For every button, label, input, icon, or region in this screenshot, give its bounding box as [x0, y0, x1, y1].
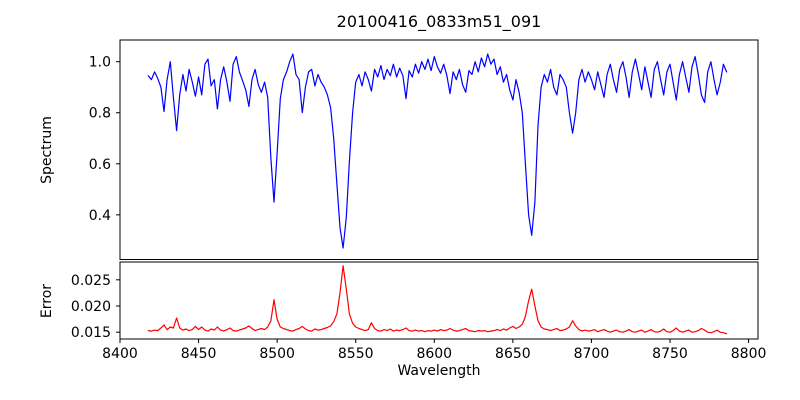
- y-tick-label-error: 0.015: [71, 325, 111, 341]
- x-tick-label: 8500: [259, 346, 295, 362]
- x-tick-label: 8400: [102, 346, 138, 362]
- x-tick-label: 8800: [731, 346, 767, 362]
- y-tick-label-spectrum: 1.0: [89, 55, 111, 71]
- y-tick-label-spectrum: 0.8: [89, 106, 111, 122]
- spectrum-line: [147, 53, 728, 249]
- panel-border-spectrum: [119, 39, 759, 260]
- x-tick-label: 8450: [181, 346, 217, 362]
- y-tick-label-error: 0.020: [71, 299, 111, 315]
- x-tick-label: 8700: [574, 346, 610, 362]
- y-tick-label-spectrum: 0.4: [89, 208, 111, 224]
- x-axis-label: Wavelength: [397, 363, 481, 379]
- chart-title: 20100416_0833m51_091: [336, 12, 542, 31]
- x-tick-label: 8600: [416, 346, 452, 362]
- y-tick-label-spectrum: 0.6: [89, 157, 111, 173]
- panel-border-error: [119, 261, 759, 340]
- error-line: [147, 265, 728, 335]
- y-tick-label-error: 0.025: [71, 273, 111, 289]
- x-tick-label: 8650: [495, 346, 531, 362]
- x-tick-label: 8550: [338, 346, 374, 362]
- x-tick-label: 8750: [652, 346, 688, 362]
